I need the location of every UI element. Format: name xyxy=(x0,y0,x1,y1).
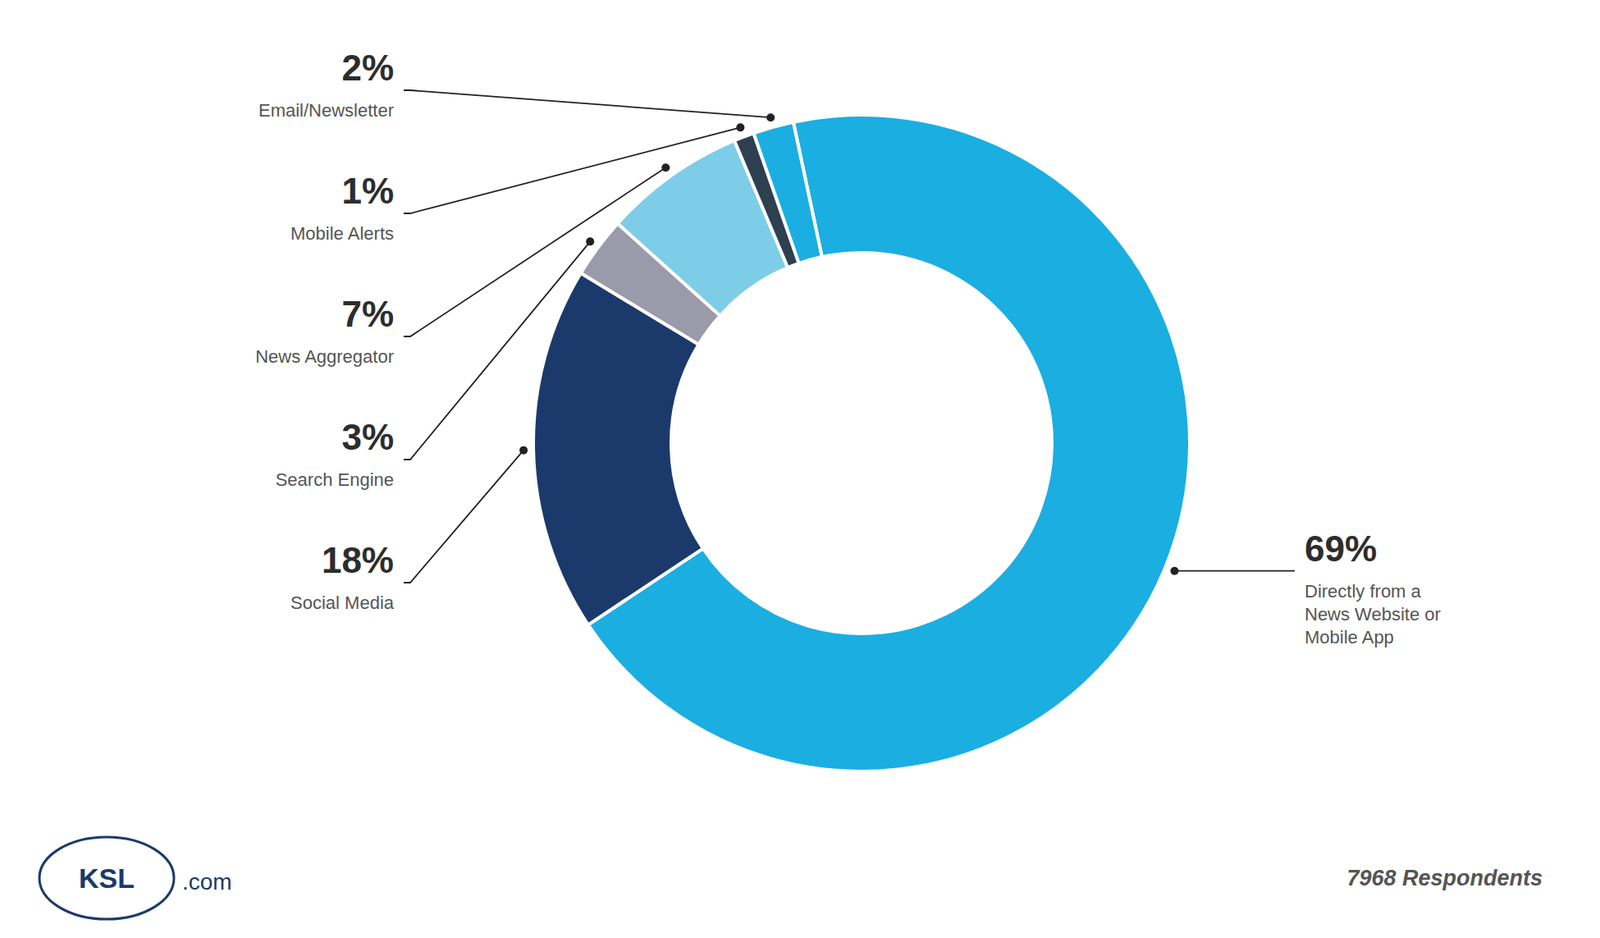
respondents-text: 7968 Respondents xyxy=(1346,865,1543,891)
percentage-label: 2% xyxy=(341,47,394,88)
leader-line xyxy=(403,167,666,337)
category-label-line: Social Media xyxy=(290,592,395,613)
leader-dot xyxy=(766,113,775,122)
leader-dot xyxy=(585,237,595,246)
chart-root: 2% Email/Newsletter 1% Mobile Alerts 7% News … xyxy=(0,0,1600,938)
category-label: Email/Newsletter xyxy=(258,100,394,121)
category-label-line: News Aggregator xyxy=(255,346,394,367)
leader-line xyxy=(403,450,524,583)
percentage-label: 7% xyxy=(341,293,394,334)
leader-dot xyxy=(519,446,528,455)
category-label-line: Directly from a xyxy=(1304,580,1422,602)
category-label-line: Mobile App xyxy=(1304,626,1395,648)
percentage-label: 69% xyxy=(1304,528,1377,569)
percentage-label: 1% xyxy=(341,170,394,211)
leader-line xyxy=(1174,570,1295,572)
wedge xyxy=(588,114,1190,772)
labels: 2% Email/Newsletter 1% Mobile Alerts 7% News … xyxy=(255,47,1441,648)
leader-line xyxy=(403,241,590,460)
logo-ellipse xyxy=(39,836,174,919)
donut xyxy=(533,114,1190,772)
category-label-line: Email/Newsletter xyxy=(258,100,394,121)
footer: KSL .com 7968 Respondents xyxy=(39,836,1543,919)
category-label: Directly from aNews Website orMobile App xyxy=(1304,580,1441,648)
category-label-line: News Website or xyxy=(1304,603,1441,625)
leader-dot xyxy=(661,163,670,172)
category-label: Social Media xyxy=(290,592,395,613)
category-label: Mobile Alerts xyxy=(290,223,394,244)
percentage-label: 18% xyxy=(321,539,394,581)
percentage-label: 3% xyxy=(341,416,394,458)
category-label: Search Engine xyxy=(275,469,394,490)
leader-dot xyxy=(1170,566,1179,576)
wedge xyxy=(753,122,822,264)
logo-text: KSL xyxy=(78,862,135,894)
category-label-line: Search Engine xyxy=(275,469,394,490)
logo-suffix: .com xyxy=(182,868,233,895)
category-label-line: Mobile Alerts xyxy=(290,223,394,244)
leader-line xyxy=(403,127,741,214)
leader-dot xyxy=(736,123,745,132)
leader-line xyxy=(403,90,771,118)
category-label: News Aggregator xyxy=(255,346,394,367)
